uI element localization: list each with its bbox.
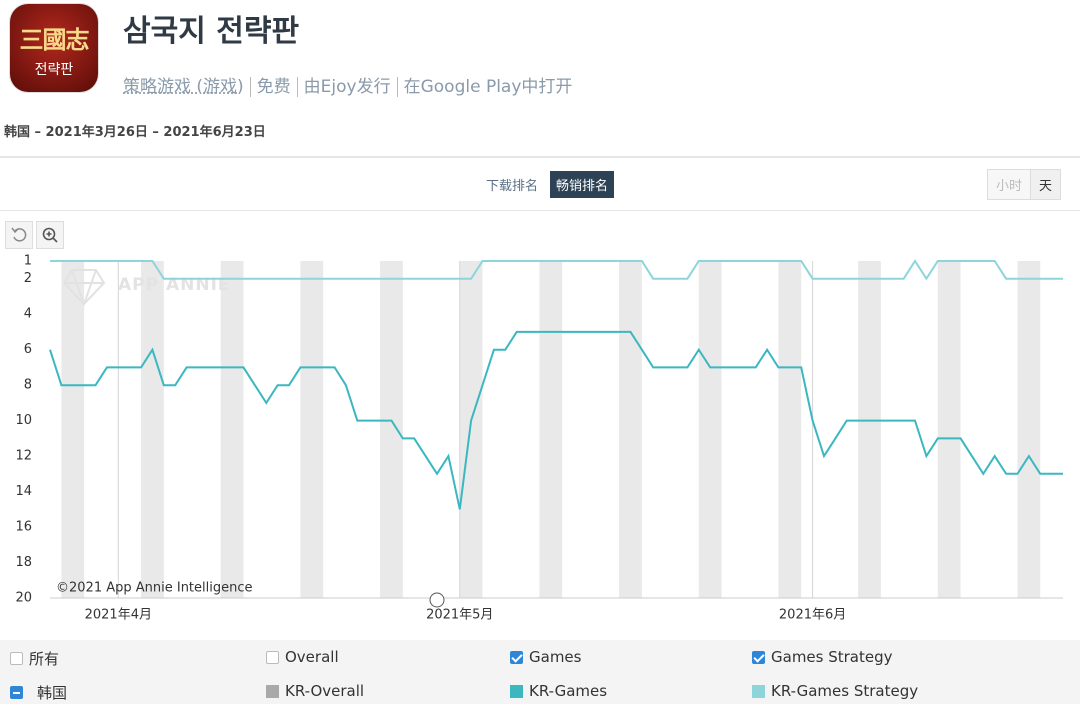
filter-label: Overall <box>285 648 339 666</box>
checkbox <box>10 686 23 699</box>
legend-item[interactable]: KR-Overall <box>266 682 364 700</box>
y-tick-label: 4 <box>24 307 32 322</box>
weekend-band <box>300 261 324 598</box>
filter-label: Games <box>529 648 582 666</box>
checkbox <box>752 650 765 664</box>
weekend-band <box>698 261 722 598</box>
zoom-icon <box>42 227 58 243</box>
weekend-band <box>1017 261 1041 598</box>
app-title: 삼국지 전략판 <box>123 14 300 49</box>
x-tick-label: 2021年4月 <box>85 608 152 623</box>
granularity-option[interactable]: 天 <box>1030 170 1061 199</box>
weekend-band <box>937 261 961 598</box>
y-tick-label: 14 <box>15 484 32 499</box>
legend-swatch <box>752 684 765 698</box>
date-range: 韩国 – 2021年3月26日 – 2021年6月23日 <box>4 125 266 140</box>
app-link[interactable]: 免费 <box>249 77 297 97</box>
credit: ©2021 App Annie Intelligence <box>56 581 253 596</box>
legend-label: 韩国 <box>37 684 68 702</box>
y-tick-label: 10 <box>15 413 32 428</box>
zoom-button[interactable] <box>36 221 64 249</box>
icon-text: 전략판 <box>34 62 74 78</box>
region-option[interactable]: 韩国 <box>10 682 67 703</box>
legend-swatch <box>510 684 523 698</box>
legend-label: KR-Games Strategy <box>771 682 919 700</box>
legend-label: KR-Overall <box>285 682 365 700</box>
weekend-band <box>459 261 483 598</box>
y-tick-label: 12 <box>15 449 32 464</box>
legend-item[interactable]: KR-Games <box>510 682 607 700</box>
granularity-option[interactable]: 小时 <box>988 170 1031 199</box>
legend-panel: 所有 Overall Games Games Strategy 韩国 KR-Overall… <box>0 640 1080 704</box>
checkbox <box>266 650 279 664</box>
filter-option[interactable]: Games <box>510 648 581 666</box>
legend-label: KR-Games <box>529 682 608 700</box>
icon-text: 三國志 <box>19 25 90 54</box>
tab[interactable]: 畅销排名 <box>550 171 615 198</box>
watermark: APP ANNIE <box>118 275 231 295</box>
divider <box>0 210 1080 211</box>
app-link[interactable]: 由Ejoy发行 <box>296 77 397 97</box>
x-tick-label: 2021年6月 <box>779 608 846 623</box>
checkbox <box>10 652 23 665</box>
y-tick-label: 16 <box>15 520 32 535</box>
legend-swatch <box>266 684 279 698</box>
y-tick-label: 2 <box>24 271 32 286</box>
y-tick-label: 6 <box>24 342 32 357</box>
filter-option[interactable]: 所有 <box>10 648 59 669</box>
granularity: 小时天 <box>987 169 1062 200</box>
filter-label: Games Strategy <box>771 648 893 666</box>
app-link[interactable]: 在Google Play中打开 <box>396 77 579 97</box>
series-line <box>50 259 1063 281</box>
filter-option[interactable]: Overall <box>266 648 339 666</box>
weekend-band <box>778 261 802 598</box>
y-tick-label: 8 <box>24 378 32 393</box>
filter-option[interactable]: Games Strategy <box>752 648 893 666</box>
y-tick-label: 1 <box>24 254 32 269</box>
app-icon: 三國志 전략판 <box>10 4 98 92</box>
y-tick-label: 18 <box>15 555 32 570</box>
app-links: 策略游戏 (游戏) 免费 由Ejoy发行 在Google Play中打开 <box>123 72 579 97</box>
reset-button[interactable] <box>5 221 33 249</box>
weekend-band <box>619 261 642 598</box>
scroll-handle <box>429 592 445 608</box>
watermark-logo <box>62 269 106 308</box>
weekend-band <box>858 261 881 598</box>
checkbox <box>510 650 523 664</box>
weekend-band <box>539 261 563 598</box>
series-line <box>49 330 1063 510</box>
reset-icon <box>11 227 27 242</box>
tabs: 下载排名 畅销排名 <box>480 171 615 198</box>
legend-item[interactable]: KR-Games Strategy <box>752 682 918 700</box>
weekend-band <box>220 261 244 598</box>
filter-label: 所有 <box>29 650 60 668</box>
weekend-band <box>141 261 164 598</box>
divider <box>0 156 1080 158</box>
y-tick-label: 20 <box>15 591 32 606</box>
x-tick-label: 2021年5月 <box>426 608 493 623</box>
app-link[interactable]: 策略游戏 (游戏) <box>123 77 244 97</box>
weekend-band <box>380 261 403 598</box>
weekend-band <box>61 261 85 598</box>
tab[interactable]: 下载排名 <box>486 179 539 194</box>
